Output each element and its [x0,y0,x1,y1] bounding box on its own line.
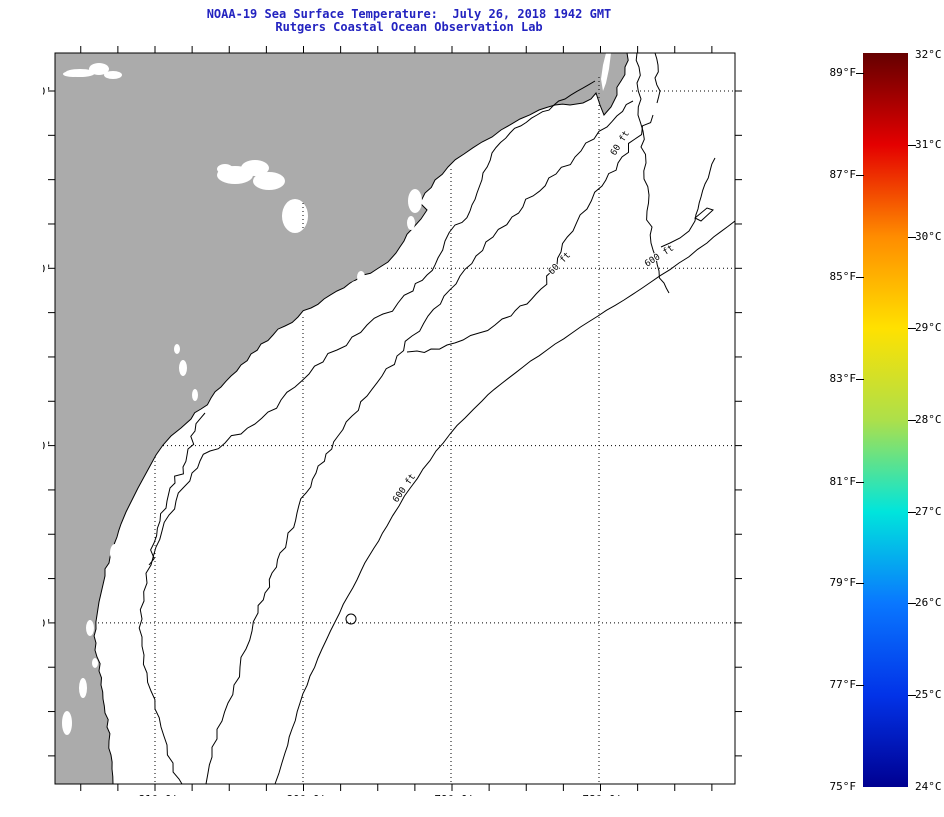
latitude-tick-label: 34° 0' [43,85,52,98]
longitude-tick-label: -80° 0' [280,793,326,796]
cloud-patch [192,389,198,401]
bathymetry-contour-fragment [654,53,661,104]
colorbar-tick [856,379,864,380]
cloud-patch [357,271,365,283]
colorbar-celsius-label: 30°C [915,230,942,243]
bathymetry-contour-fragment [660,157,716,248]
colorbar-tick [908,328,916,329]
colorbar-celsius-label: 31°C [915,138,942,151]
colorbar-fahrenheit-label: 81°F [829,475,857,488]
bathymetry-contour-600ft [274,220,735,784]
cloud-patch [179,360,187,376]
colorbar-tick [908,420,916,421]
colorbar-fahrenheit-label: 87°F [829,168,857,181]
cloud-patch [408,189,422,213]
latitude-tick-label: 33° 0' [43,262,52,275]
colorbar-tick [856,73,864,74]
colorbar-tick [908,145,916,146]
bathymetry-contour-shoal [635,53,670,294]
cloud-patch [79,678,87,698]
cloud-patch [110,544,120,562]
longitude-tick-label: -78° 0' [576,793,622,796]
cloud-patch [282,199,308,233]
bathymetry-contour-60ft [205,100,634,784]
colorbar-tick [908,695,916,696]
colorbar-fahrenheit-label: 79°F [829,576,857,589]
bathymetry-contour-60ft [406,114,654,354]
colorbar-tick [856,583,864,584]
cloud-patch [253,172,285,190]
colorbar-tick [856,482,864,483]
colorbar-celsius-label: 26°C [915,596,942,609]
colorbar-fahrenheit-label: 83°F [829,372,857,385]
colorbar-celsius-label: 32°C [915,48,942,61]
longitude-tick-label: -81° 0' [132,793,178,796]
colorbar-celsius-label: 29°C [915,321,942,334]
cloud-patch [241,160,269,176]
bathymetry-contour-60ft [469,80,596,212]
colorbar-tick [908,512,916,513]
latitude-tick-label: 31° 0' [43,617,52,630]
longitude-tick-label: -79° 0' [428,793,474,796]
bathymetry-contour-islet [694,207,714,222]
colorbar-tick [856,175,864,176]
colorbar-fahrenheit-label: 85°F [829,270,857,283]
cloud-patch [92,658,98,668]
colorbar-celsius-label: 28°C [915,413,942,426]
bathymetry-contour-fragment [148,412,206,566]
cloud-patch [407,216,415,230]
latitude-tick-label: 32° 0' [43,440,52,453]
colorbar-tick [856,277,864,278]
cloud-patch [217,164,233,174]
temperature-colorbar [863,53,908,787]
cloud-patch [86,620,94,636]
colorbar-tick [856,685,864,686]
colorbar-celsius-label: 24°C [915,780,942,793]
river-channel [601,53,611,91]
colorbar-fahrenheit-label: 77°F [829,678,857,691]
cloud-patch [62,711,72,735]
land-mass [55,53,629,784]
colorbar-tick [908,237,916,238]
cloud-patch [174,344,180,354]
cloud-patch [89,63,109,75]
colorbar-fahrenheit-label: 89°F [829,66,857,79]
map-subtitle: Rutgers Coastal Ocean Observation Lab [275,20,543,34]
colorbar-celsius-label: 27°C [915,505,942,518]
map-frame [54,52,736,785]
colorbar-fahrenheit-label: 75°F [829,780,857,793]
cloud-patch [104,71,122,79]
colorbar-celsius-label: 25°C [915,688,942,701]
cloud-patch [63,71,83,77]
cloud-patch [104,587,110,599]
bathymetry-contour-60ft [138,210,471,784]
map-title: NOAA-19 Sea Surface Temperature: July 26… [206,7,612,21]
colorbar-tick [908,603,916,604]
cloud-patch [349,281,361,301]
bathymetry-contour-circle [345,613,357,625]
